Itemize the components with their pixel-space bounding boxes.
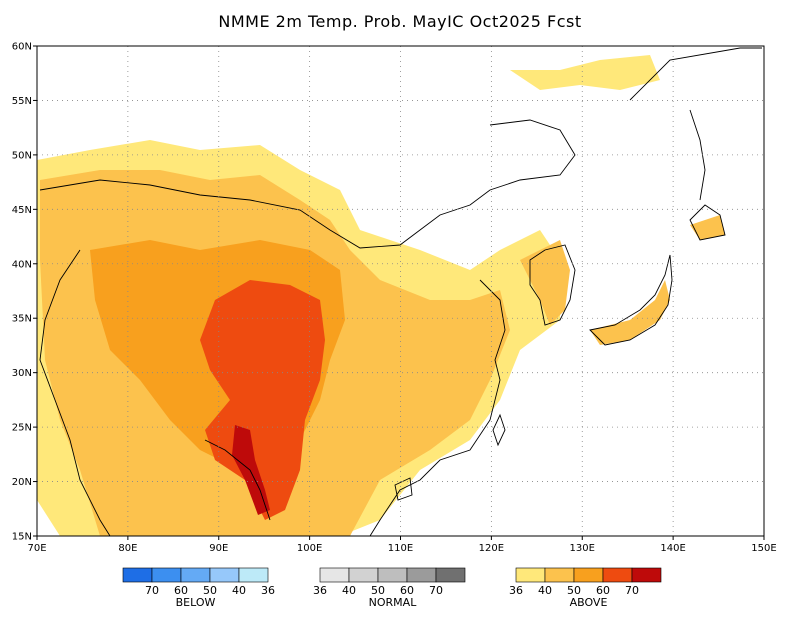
lon-tick-label: 110E xyxy=(388,543,413,554)
lat-tick-label: 30N xyxy=(12,368,32,379)
below-swatch xyxy=(238,567,269,583)
below-swatch xyxy=(122,567,153,583)
lat-tick-label: 15N xyxy=(12,532,32,543)
lon-tick-label: 90E xyxy=(209,543,228,554)
latitude-labels: 15N 20N 25N 30N 35N 40N 45N 50N 55N 60N xyxy=(12,42,37,543)
normal-swatch xyxy=(348,567,379,583)
normal-legend-label: 36 xyxy=(313,584,327,597)
legend-above: 36 40 50 60 70 ABOVE xyxy=(509,567,662,609)
longitude-labels: 70E 80E 90E 100E 110E 120E 130E 140E 150E xyxy=(27,536,777,554)
above-swatch xyxy=(602,567,633,583)
below-legend-label: 70 xyxy=(145,584,159,597)
lat-tick-label: 40N xyxy=(12,259,32,270)
lon-tick-label: 120E xyxy=(479,543,504,554)
normal-swatch xyxy=(406,567,437,583)
below-swatch xyxy=(180,567,211,583)
normal-legend-label: 40 xyxy=(342,584,356,597)
above-shading-japan xyxy=(590,280,670,345)
above-swatch xyxy=(573,567,604,583)
normal-swatch xyxy=(319,567,350,583)
normal-swatch xyxy=(435,567,466,583)
lat-tick-label: 55N xyxy=(12,96,32,107)
lat-tick-label: 35N xyxy=(12,314,32,325)
above-shading-hokkaido xyxy=(690,215,725,240)
normal-swatch xyxy=(377,567,408,583)
probability-shading xyxy=(37,55,725,536)
below-legend-label: 40 xyxy=(232,584,246,597)
above-swatch xyxy=(515,567,546,583)
coastlines xyxy=(39,47,762,537)
below-swatch xyxy=(209,567,240,583)
below-legend-label: 36 xyxy=(261,584,275,597)
lat-tick-label: 20N xyxy=(12,477,32,488)
lat-tick-label: 60N xyxy=(12,42,32,53)
below-legend-title: BELOW xyxy=(176,596,216,609)
above-shading-north xyxy=(510,55,660,90)
lon-tick-label: 130E xyxy=(570,543,595,554)
normal-legend-label: 60 xyxy=(400,584,414,597)
above-legend-label: 60 xyxy=(596,584,610,597)
lat-tick-label: 25N xyxy=(12,423,32,434)
above-legend-label: 36 xyxy=(509,584,523,597)
above-legend-label: 50 xyxy=(567,584,581,597)
lat-tick-label: 50N xyxy=(12,150,32,161)
above-swatch xyxy=(544,567,575,583)
above-shading-60 xyxy=(200,280,325,520)
legend-below: 70 60 50 40 36 BELOW xyxy=(122,567,275,609)
above-legend-label: 40 xyxy=(538,584,552,597)
above-shading-korea xyxy=(520,240,570,325)
below-swatch xyxy=(151,567,182,583)
lon-tick-label: 80E xyxy=(118,543,137,554)
normal-legend-label: 70 xyxy=(429,584,443,597)
above-legend-label: 70 xyxy=(625,584,639,597)
lat-tick-label: 45N xyxy=(12,205,32,216)
normal-legend-label: 50 xyxy=(371,584,385,597)
below-legend-label: 50 xyxy=(203,584,217,597)
lon-tick-label: 100E xyxy=(297,543,322,554)
below-legend-label: 60 xyxy=(174,584,188,597)
above-swatch xyxy=(631,567,662,583)
lon-tick-label: 150E xyxy=(751,543,776,554)
legend-normal: 36 40 50 60 70 NORMAL xyxy=(313,567,466,609)
map-title: NMME 2m Temp. Prob. MayIC Oct2025 Fcst xyxy=(218,12,582,31)
gridlines xyxy=(37,46,764,536)
normal-legend-title: NORMAL xyxy=(369,596,418,609)
lon-tick-label: 140E xyxy=(660,543,685,554)
lon-tick-label: 70E xyxy=(27,543,46,554)
above-legend-title: ABOVE xyxy=(570,596,608,609)
